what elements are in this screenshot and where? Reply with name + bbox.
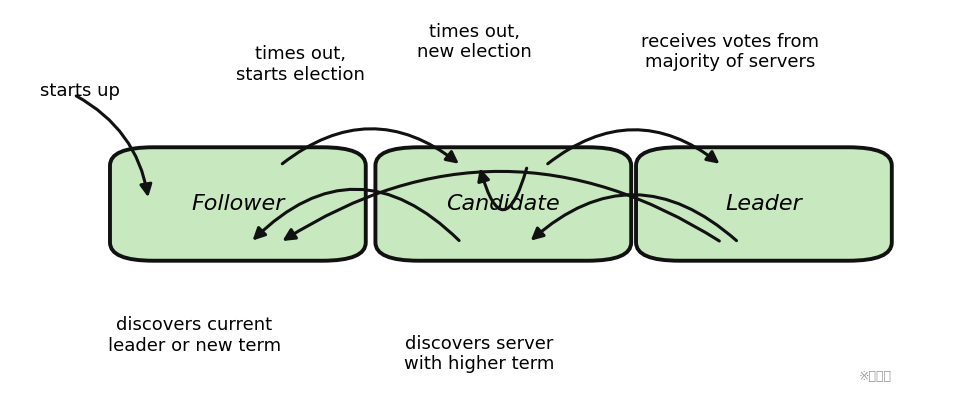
Text: times out,
starts election: times out, starts election xyxy=(236,45,365,84)
Text: discovers server
with higher term: discovers server with higher term xyxy=(404,335,555,373)
Text: receives votes from
majority of servers: receives votes from majority of servers xyxy=(641,33,819,71)
Text: Follower: Follower xyxy=(192,194,285,214)
Text: times out,
new election: times out, new election xyxy=(417,22,531,61)
Text: ※多颗糖: ※多颗糖 xyxy=(859,370,892,383)
Text: starts up: starts up xyxy=(40,82,120,100)
FancyBboxPatch shape xyxy=(376,147,631,261)
FancyBboxPatch shape xyxy=(110,147,366,261)
Text: Candidate: Candidate xyxy=(446,194,560,214)
Text: discovers current
leader or new term: discovers current leader or new term xyxy=(107,316,281,355)
FancyBboxPatch shape xyxy=(636,147,892,261)
Text: Leader: Leader xyxy=(726,194,802,214)
